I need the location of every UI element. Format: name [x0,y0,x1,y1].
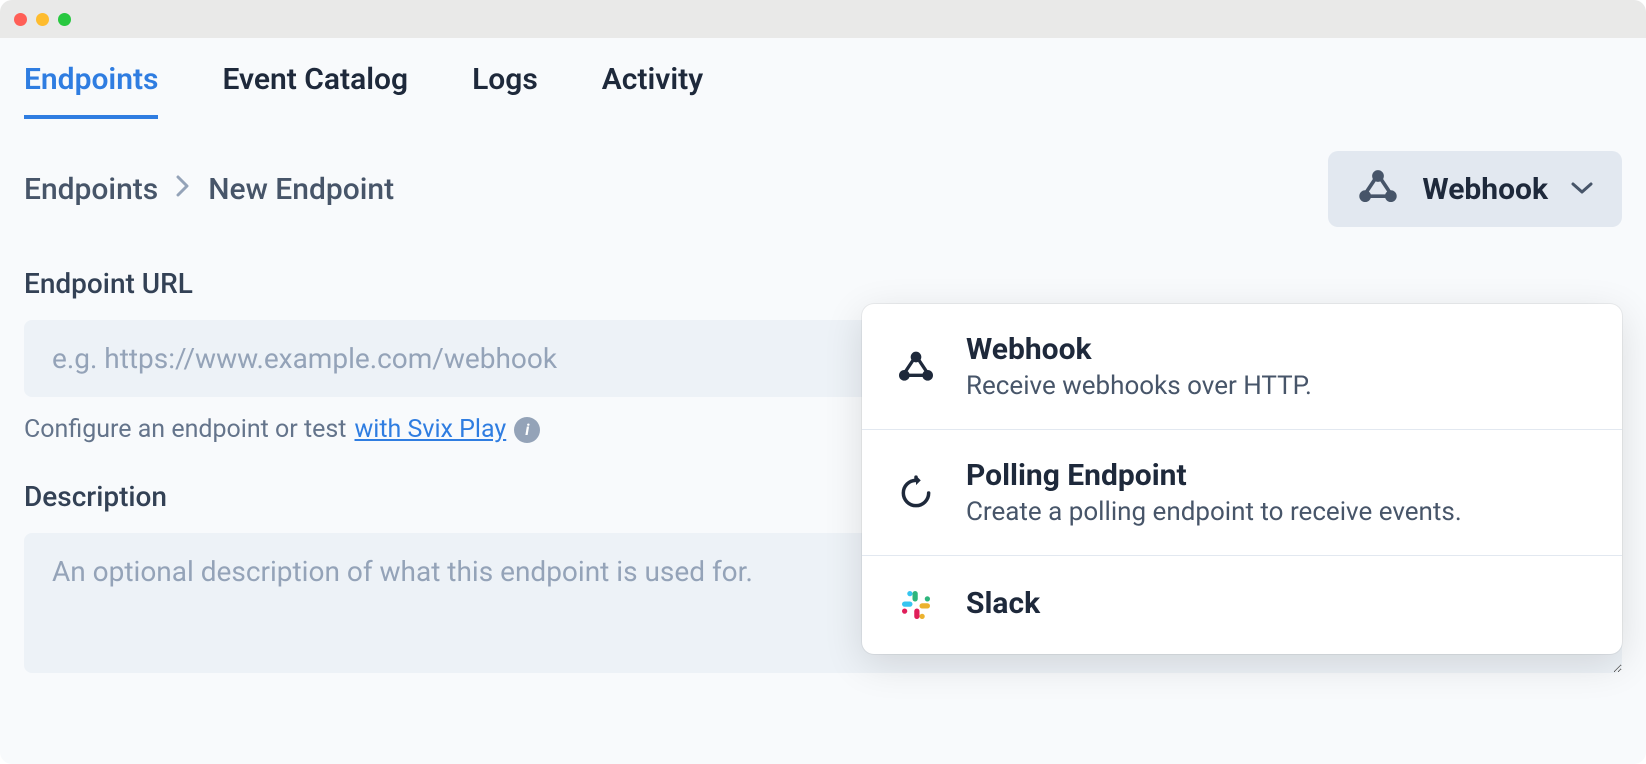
app-window: Endpoints Event Catalog Logs Activity En… [0,0,1646,764]
webhook-icon [894,347,938,387]
tabs-nav: Endpoints Event Catalog Logs Activity [24,38,1622,119]
tab-logs[interactable]: Logs [472,62,538,119]
dropdown-option-title: Webhook [966,332,1590,367]
content-area: Endpoints Event Catalog Logs Activity En… [0,38,1646,764]
dropdown-option-polling[interactable]: Polling Endpoint Create a polling endpoi… [862,430,1622,556]
dropdown-option-slack[interactable]: Slack [862,556,1622,654]
url-helper-text: Configure an endpoint or test [24,415,347,444]
info-icon[interactable]: i [514,417,540,443]
chevron-down-icon [1570,180,1594,199]
endpoint-type-dropdown: Webhook Receive webhooks over HTTP. Poll… [862,304,1622,654]
dropdown-option-desc: Receive webhooks over HTTP. [966,371,1590,401]
titlebar [0,0,1646,38]
webhook-icon [1356,165,1400,213]
breadcrumb-current: New Endpoint [208,172,394,207]
breadcrumb-root[interactable]: Endpoints [24,172,158,207]
slack-icon [894,584,938,626]
close-window-button[interactable] [14,13,27,26]
chevron-right-icon [176,174,190,204]
endpoint-type-selector[interactable]: Webhook [1328,151,1622,227]
breadcrumb: Endpoints New Endpoint [24,172,394,207]
polling-icon [894,474,938,512]
tab-endpoints[interactable]: Endpoints [24,62,158,119]
endpoint-type-label: Webhook [1422,172,1548,207]
tab-activity[interactable]: Activity [602,62,703,119]
maximize-window-button[interactable] [58,13,71,26]
dropdown-option-desc: Create a polling endpoint to receive eve… [966,497,1590,527]
dropdown-option-title: Slack [966,586,1590,621]
minimize-window-button[interactable] [36,13,49,26]
tab-event-catalog[interactable]: Event Catalog [222,62,408,119]
breadcrumb-row: Endpoints New Endpoint [24,151,1622,227]
dropdown-option-webhook[interactable]: Webhook Receive webhooks over HTTP. [862,304,1622,430]
dropdown-option-title: Polling Endpoint [966,458,1590,493]
url-label: Endpoint URL [24,267,1622,300]
svix-play-link[interactable]: with Svix Play [355,415,507,444]
